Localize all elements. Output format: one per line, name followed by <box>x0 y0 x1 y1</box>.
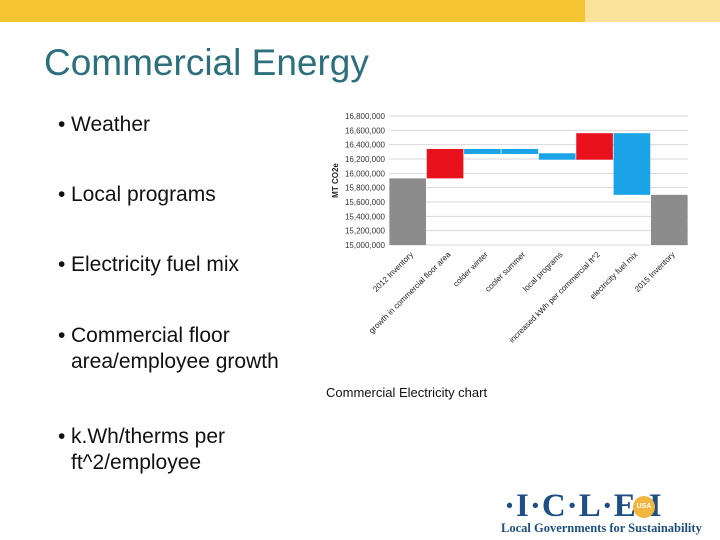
y-tick-label: 15,000,000 <box>345 241 386 250</box>
bar <box>576 133 613 160</box>
y-tick-label: 16,400,000 <box>345 141 386 150</box>
bullet-kwh-therms: • k.Wh/therms per ft^2/employee <box>58 424 318 476</box>
bullet-line: Local programs <box>71 183 216 206</box>
x-tick-label: 2015 Inventory <box>633 250 677 294</box>
x-tick-label: growth in commercial floor area <box>367 250 453 336</box>
bullet-glyph: • <box>58 113 66 136</box>
bullet-line: Electricity fuel mix <box>71 253 240 276</box>
bullet-glyph: • <box>58 183 66 206</box>
bullet-line: k.Wh/therms per <box>71 425 226 448</box>
bullet-fuel-mix: • Electricity fuel mix <box>58 252 318 278</box>
y-tick-label: 15,600,000 <box>345 198 386 207</box>
bullet-local-programs: • Local programs <box>58 182 318 208</box>
logo-usa-badge: USA <box>633 496 655 518</box>
logo-tagline: Local Governments for Sustainability <box>501 521 702 535</box>
slide-title: Commercial Energy <box>44 42 369 83</box>
bullet-floor-area: • Commercial floor area/employee growth <box>58 323 318 375</box>
y-tick-label: 15,200,000 <box>345 227 386 236</box>
y-tick-label: 16,200,000 <box>345 155 386 164</box>
y-axis-label: MT CO2e <box>331 163 340 198</box>
bullet-line: ft^2/employee <box>71 451 202 474</box>
bar <box>389 178 427 245</box>
bullet-glyph: • <box>58 324 66 347</box>
iclei-logo: ·I·C·L·E·I USA Local Governments for Sus… <box>498 490 713 536</box>
bar <box>426 148 464 179</box>
bullet-weather: • Weather <box>58 112 318 138</box>
top-accent-bar-light <box>585 0 720 22</box>
y-tick-label: 15,400,000 <box>345 212 386 221</box>
bullet-line: Commercial floor <box>71 324 230 347</box>
bar <box>464 148 501 154</box>
y-tick-label: 16,600,000 <box>345 126 386 135</box>
top-accent-bar <box>0 0 585 22</box>
bar <box>650 194 688 245</box>
chart-svg: 15,000,000 15,200,000 15,400,000 15,600,000… <box>331 112 688 345</box>
waterfall-chart: 15,000,000 15,200,000 15,400,000 15,600,000… <box>318 100 698 365</box>
bullet-line: area/employee growth <box>71 350 279 373</box>
bullet-line: Weather <box>71 113 150 136</box>
bar <box>538 153 576 160</box>
y-tick-label: 16,800,000 <box>345 112 386 121</box>
bar <box>501 148 539 154</box>
x-tick-label: colder winter <box>451 250 490 289</box>
bar <box>613 133 651 195</box>
bullet-glyph: • <box>58 425 66 448</box>
bullet-glyph: • <box>58 253 66 276</box>
y-tick-label: 16,000,000 <box>345 169 386 178</box>
y-tick-label: 15,800,000 <box>345 184 386 193</box>
chart-caption: Commercial Electricity chart <box>326 385 488 400</box>
